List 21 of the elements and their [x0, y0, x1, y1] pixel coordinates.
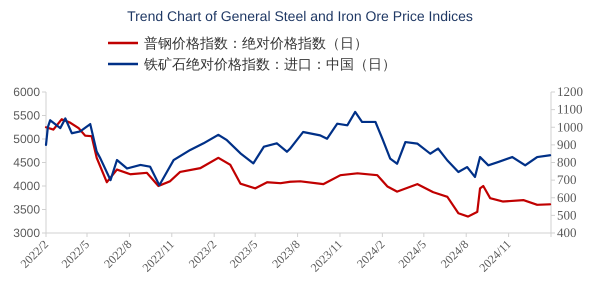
y-tick-label: 5500: [13, 108, 40, 122]
y2-tick-label: 700: [557, 172, 576, 188]
legend-label: 普钢价格指数：绝对价格指数（日）: [144, 35, 368, 52]
y-tick-label: 6000: [13, 85, 40, 99]
y2-tick-label: 900: [557, 136, 576, 152]
legend-label: 铁矿石绝对价格指数：进口：中国（日）: [143, 57, 396, 73]
y-tick-label: 4000: [13, 179, 40, 193]
line-series: [44, 118, 552, 218]
line-series: [44, 110, 552, 186]
y2-tick-label: 1000: [557, 119, 583, 134]
y2-tick-label: 1100: [557, 102, 583, 117]
y-tick-label: 3500: [13, 202, 40, 216]
chart-title: Trend Chart of General Steel and Iron Ore Price Indices: [127, 8, 473, 24]
y2-tick-label: 1200: [557, 84, 583, 99]
y2-tick-label: 600: [557, 190, 576, 205]
y2-tick-label: 400: [557, 225, 576, 240]
y-tick-label: 3000: [13, 226, 40, 240]
y2-tick-label: 500: [557, 207, 576, 222]
y2-tick-label: 800: [557, 154, 576, 170]
y-tick-label: 4500: [13, 156, 40, 170]
y-tick-label: 5000: [13, 132, 40, 146]
